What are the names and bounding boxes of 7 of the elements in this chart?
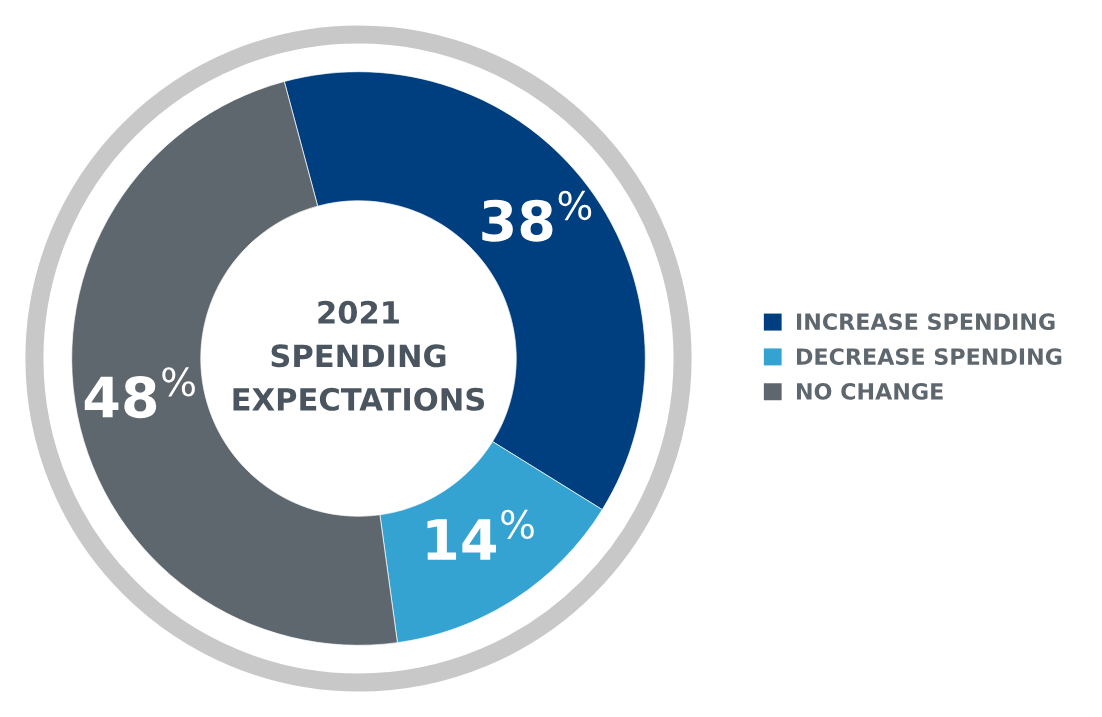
text: 2021 SPENDING EXPECTATIONS [233, 300, 485, 411]
data-label: 48$^{%}$ [84, 367, 195, 419]
data-label: 38$^{%}$ [482, 190, 592, 242]
data-label: 14$^{%}$ [427, 509, 534, 560]
legend-label: INCREASE SPENDING [797, 313, 1055, 331]
legend-label: DECREASE SPENDING [797, 348, 1062, 365]
legend-label: NO CHANGE [797, 382, 943, 400]
